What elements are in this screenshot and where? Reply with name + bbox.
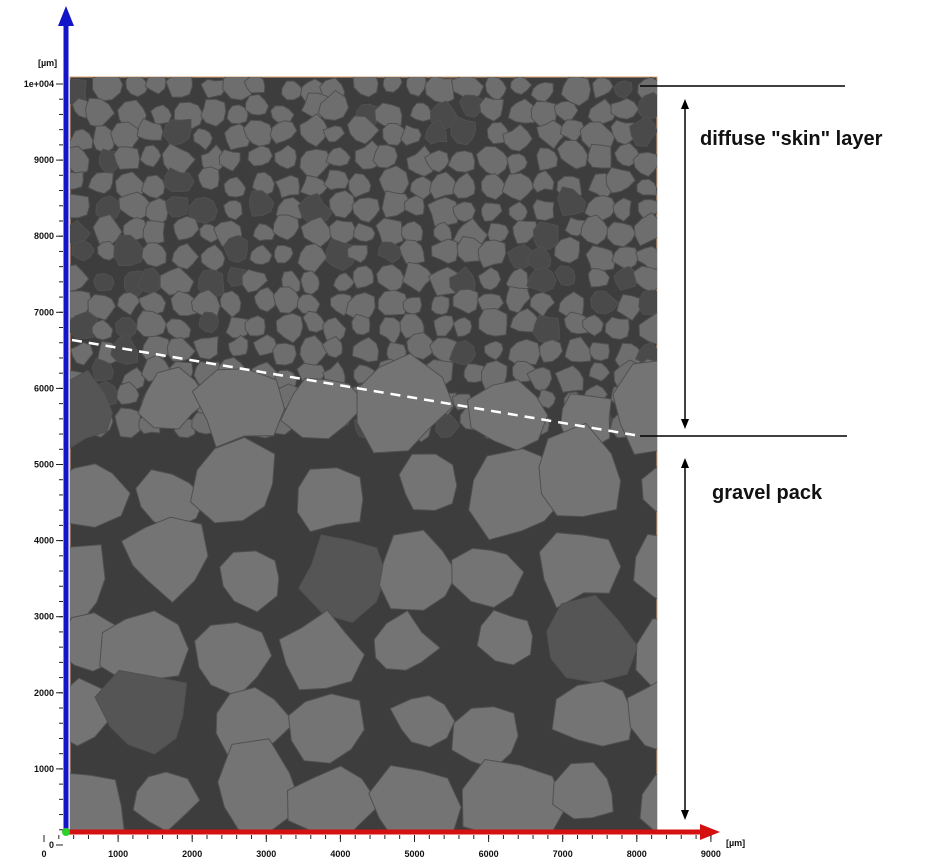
y-tick-label: 1e+004: [24, 79, 54, 89]
annotation: gravel pack: [712, 482, 823, 504]
grain: [588, 144, 611, 168]
x-tick-label: 0: [41, 849, 46, 859]
grain: [403, 297, 421, 314]
x-tick-label: 2000: [182, 849, 202, 859]
origin: [62, 828, 70, 836]
grain: [114, 147, 140, 170]
grain: [636, 619, 716, 694]
y-tick-label: 4000: [34, 536, 54, 546]
x-axis-arrow: [700, 824, 720, 840]
y-tick-label: 1000: [34, 764, 54, 774]
annotation: diffuse "skin" layer: [700, 128, 883, 150]
y-tick-label: 9000: [34, 155, 54, 165]
x-unit: [µm]: [726, 838, 745, 848]
y-axis-arrow: [58, 6, 74, 26]
grain: [431, 296, 449, 315]
grain: [479, 309, 507, 337]
grain: [273, 343, 297, 365]
grain: [297, 468, 363, 532]
page: diffuse "skin" layer gravel pack [µm] [µ…: [0, 0, 929, 861]
grain: [639, 290, 666, 315]
grain: [352, 314, 370, 335]
y-unit: [µm]: [38, 58, 57, 68]
x-tick-label: 9000: [701, 849, 721, 859]
x-tick-label: 7000: [553, 849, 573, 859]
y-tick-label: 5000: [34, 460, 54, 470]
x-tick-label: 8000: [627, 849, 647, 859]
y-tick-label: 6000: [34, 383, 54, 393]
x-tick-label: 3000: [256, 849, 276, 859]
x-tick-label: 5000: [404, 849, 424, 859]
grain: [642, 466, 702, 512]
grain: [94, 274, 114, 291]
y-tick-label: 7000: [34, 307, 54, 317]
grain: [143, 221, 165, 244]
grain: [533, 199, 554, 220]
grain: [533, 222, 558, 250]
x-tick-label: 1000: [108, 849, 128, 859]
x-tick-label: 6000: [479, 849, 499, 859]
figure: diffuse "skin" layer gravel pack [µm] [µ…: [0, 0, 929, 861]
y-tick-label: 0: [49, 840, 54, 850]
y-tick-label: 2000: [34, 688, 54, 698]
y-tick-label: 8000: [34, 231, 54, 241]
x-tick-label: 4000: [330, 849, 350, 859]
y-tick-label: 3000: [34, 612, 54, 622]
grain: [464, 364, 484, 383]
